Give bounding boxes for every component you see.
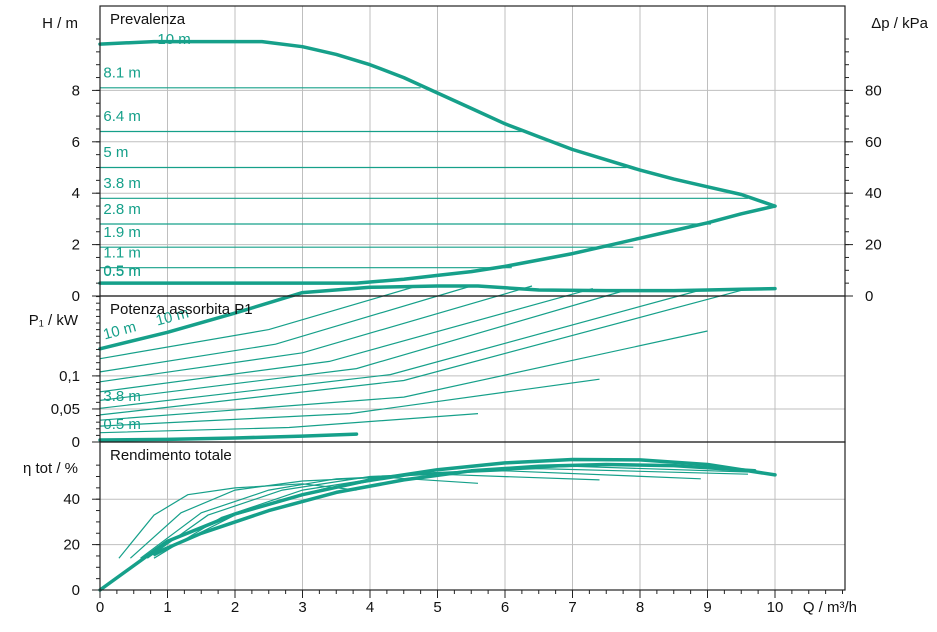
- curve-label: 3.8 m: [103, 388, 141, 405]
- y-tick-label: 0: [72, 582, 80, 599]
- panel-title: Potenza assorbita P1: [110, 301, 253, 318]
- series-line: [146, 470, 701, 559]
- curve-label: 2.8 m: [103, 201, 141, 218]
- series-line: [98, 284, 777, 351]
- series-line: [99, 285, 472, 373]
- y-right-tick-label: 60: [865, 134, 882, 151]
- series-line: [152, 462, 757, 556]
- x-tick-label: 1: [163, 599, 171, 616]
- series-line: [99, 285, 533, 383]
- y-tick-label: 2: [72, 237, 80, 254]
- y-tick-label: 20: [63, 537, 80, 554]
- x-tick-label: 6: [501, 599, 509, 616]
- series-line: [118, 483, 357, 559]
- curve-label: 5 m: [103, 144, 128, 161]
- curve-label: 1.9 m: [103, 224, 141, 241]
- series-line: [99, 378, 600, 427]
- curve-label: 0.5 m: [103, 263, 141, 280]
- x-tick-label: 8: [636, 599, 644, 616]
- x-tick-label: 10: [767, 599, 784, 616]
- y-axis-title: η tot / %: [23, 460, 78, 477]
- curve-layer: [98, 39, 777, 592]
- y-tick-label: 0,05: [51, 401, 80, 418]
- curve-label: 0.5 m: [103, 262, 141, 279]
- x-tick-label: 7: [568, 599, 576, 616]
- curve-label: 6.4 m: [103, 108, 141, 125]
- frame-layer: [92, 5, 853, 598]
- y-right-tick-label: 80: [865, 82, 882, 99]
- series-line: [99, 288, 749, 416]
- x-tick-label: 5: [433, 599, 441, 616]
- curve-label: 10 m: [157, 31, 190, 48]
- series-line: [99, 330, 708, 421]
- y-axis-title: H / m: [42, 15, 78, 32]
- y-tick-label: 8: [72, 82, 80, 99]
- series-line: [99, 413, 479, 434]
- x-tick-label: 2: [231, 599, 239, 616]
- x-tick-label: 4: [366, 599, 374, 616]
- y-tick-label: 6: [72, 134, 80, 151]
- y-tick-label: 0: [72, 434, 80, 451]
- panel-frame: [99, 5, 846, 297]
- x-tick-label: 3: [298, 599, 306, 616]
- series-line: [99, 285, 418, 360]
- y-right-tick-label: 40: [865, 185, 882, 202]
- series-line: [99, 289, 701, 409]
- y-tick-label: 4: [72, 185, 80, 202]
- series-line: [99, 288, 593, 393]
- series-line: [99, 289, 627, 401]
- grid-layer: [100, 6, 845, 590]
- curve-label: 3.8 m: [103, 175, 141, 192]
- y-right-axis-title: Δp / kPa: [871, 15, 928, 32]
- y-tick-label: 40: [63, 491, 80, 508]
- curve-label: 0.5 m: [103, 416, 141, 433]
- x-tick-label: 9: [703, 599, 711, 616]
- y-tick-label: 0: [72, 288, 80, 305]
- series-line: [98, 432, 359, 442]
- text-layer: 10 m 8.1 m 6.4 m 5 m 3.8 m 2.8 m 1.9 m 1.1 m 0.5…: [23, 11, 929, 616]
- series-line: [129, 476, 479, 559]
- y-axis-title: P₁ / kW: [29, 312, 79, 329]
- y-right-tick-label: 20: [865, 237, 882, 254]
- curve-label: 1.1 m: [103, 244, 141, 261]
- curve-label: 8.1 m: [103, 65, 141, 82]
- panel-frame: [99, 441, 846, 591]
- y-tick-label: 0,1: [59, 368, 80, 385]
- y-right-tick-label: 0: [865, 288, 873, 305]
- x-axis-title: Q / m³/h: [803, 599, 857, 616]
- series-line: [140, 473, 600, 559]
- series-line: [153, 465, 749, 557]
- panel-title: Prevalenza: [110, 11, 186, 28]
- series-line: [153, 467, 749, 559]
- series-line: [98, 39, 777, 208]
- panel-title: Rendimento totale: [110, 447, 232, 464]
- x-tick-label: 0: [96, 599, 104, 616]
